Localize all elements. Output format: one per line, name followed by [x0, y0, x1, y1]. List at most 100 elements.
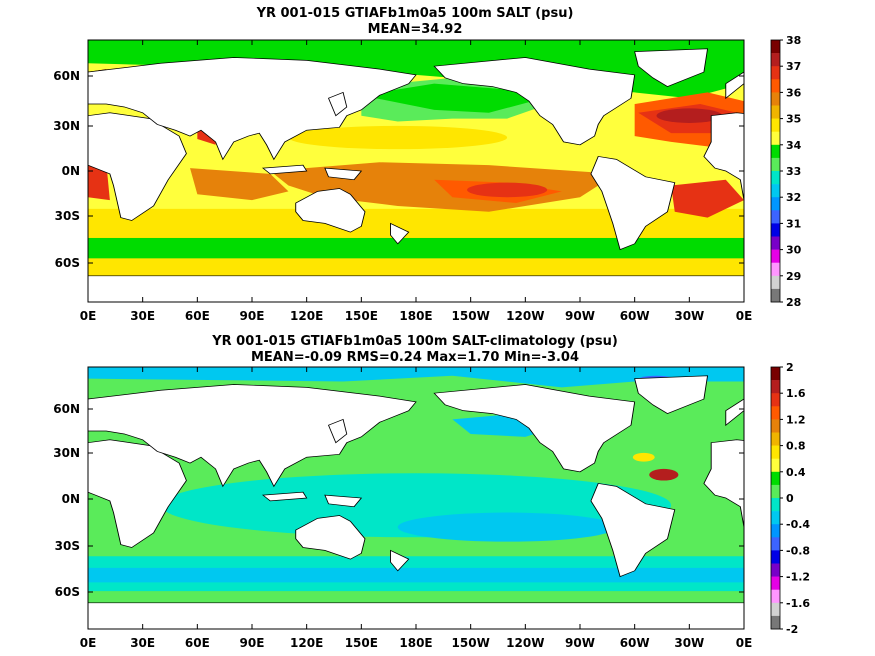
- colorbar-segment: [771, 66, 780, 80]
- colorbar-label: -1.2: [786, 571, 810, 584]
- colorbar-label: 34: [786, 139, 802, 152]
- chart-subtitle: MEAN=34.92: [368, 22, 463, 37]
- y-axis-ticks: 60N 30N 0N 30S 60S: [53, 402, 744, 599]
- x-tick-label: 150W: [452, 309, 490, 323]
- x-tick-label: 90E: [240, 309, 265, 323]
- y-axis-ticks: 60N 30N 0N 30S 60S: [53, 69, 744, 270]
- colorbar-segment: [771, 184, 780, 198]
- colorbar-label: 32: [786, 191, 801, 204]
- x-tick-label: 120E: [290, 309, 323, 323]
- colorbar-segment: [771, 471, 780, 486]
- colorbar-segment: [771, 210, 780, 224]
- colorbar-segment: [771, 550, 780, 564]
- colorbar-label: 0.8: [786, 440, 806, 453]
- colorbar-segment: [771, 131, 780, 146]
- x-tick-label: 150E: [345, 636, 378, 650]
- colorbar-segment: [771, 288, 780, 303]
- colorbar-label: -0.4: [786, 518, 810, 531]
- colorbar-label: 1.6: [786, 387, 806, 400]
- x-tick-label: 120W: [506, 636, 544, 650]
- colorbar-label: 33: [786, 165, 801, 178]
- colorbar-segment: [771, 197, 780, 211]
- colorbar: 38 37 36 35 34 33 32 31 30 29 28: [770, 34, 802, 309]
- colorbar-segment: [771, 406, 780, 420]
- x-tick-label: 150W: [452, 636, 490, 650]
- x-tick-label: 180E: [399, 636, 432, 650]
- colorbar-segment: [771, 249, 780, 263]
- y-tick-label: 30N: [53, 446, 80, 460]
- colorbar-segment: [771, 589, 780, 604]
- colorbar-label: 29: [786, 270, 801, 283]
- x-tick-label: 90W: [565, 309, 595, 323]
- colorbar-segment: [771, 118, 780, 132]
- colorbar-label: 0.4: [786, 466, 806, 479]
- colorbar-label: 38: [786, 34, 801, 47]
- colorbar-segment: [771, 576, 780, 590]
- x-tick-label: 60E: [185, 309, 210, 323]
- colorbar-segment: [771, 171, 780, 185]
- x-tick-label: 60E: [185, 636, 210, 650]
- colorbar-segment: [771, 105, 780, 119]
- x-tick-label: 30E: [130, 309, 155, 323]
- x-axis-ticks: 0E 30E 60E 90E 120E 150E 180E 150W 120W 90W 60W 30W…: [80, 367, 752, 650]
- y-tick-label: 0N: [62, 164, 80, 178]
- colorbar-segment: [771, 537, 780, 551]
- colorbar-segment: [771, 602, 780, 617]
- colorbar-label: 1.2: [786, 413, 806, 426]
- x-axis-ticks: 0E 30E 60E 90E 120E 150E 180E 150W 120W 90W 60W 30W…: [80, 40, 753, 323]
- y-tick-label: 30S: [55, 539, 80, 553]
- colorbar-label: 37: [786, 60, 801, 73]
- y-tick-label: 30N: [53, 119, 80, 133]
- colorbar-segment: [771, 275, 780, 290]
- x-tick-label: 60W: [620, 309, 650, 323]
- colorbar-segment: [771, 458, 780, 473]
- chart-title: YR 001-015 GTIAFb1m0a5 100m SALT (psu): [256, 6, 574, 21]
- colorbar-segment: [771, 262, 780, 277]
- colorbar-segment: [771, 79, 780, 93]
- colorbar-label: -1.6: [786, 597, 810, 610]
- colorbar-segment: [771, 223, 780, 237]
- colorbar-segment: [771, 92, 780, 106]
- colorbar-segment: [771, 484, 780, 499]
- colorbar-label: 0: [786, 492, 794, 505]
- chart-title: YR 001-015 GTIAFb1m0a5 100m SALT-climato…: [211, 334, 618, 349]
- colorbar: 2 1.6 1.2 0.8 0.4 0 -0.4 -0.8 -1.2 -1.6 -2: [770, 361, 810, 636]
- colorbar-segment: [771, 419, 780, 433]
- colorbar-label: -2: [786, 623, 798, 636]
- y-tick-label: 60N: [53, 402, 80, 416]
- colorbar-label: -0.8: [786, 544, 810, 557]
- salinity-map: [88, 40, 744, 302]
- colorbar-label: 2: [786, 361, 794, 374]
- anomaly-map: [88, 367, 744, 629]
- y-tick-label: 60N: [53, 69, 80, 83]
- y-tick-label: 60S: [55, 256, 80, 270]
- x-tick-label: 30W: [674, 636, 704, 650]
- x-tick-label: 120E: [290, 636, 323, 650]
- colorbar-segment: [771, 40, 780, 54]
- x-tick-label: 0E: [736, 309, 753, 323]
- colorbar-label: 31: [786, 217, 801, 230]
- colorbar-segment: [771, 367, 780, 381]
- y-tick-label: 30S: [55, 209, 80, 223]
- x-tick-label: 60W: [620, 636, 650, 650]
- colorbar-label: 30: [786, 244, 802, 257]
- x-tick-label: 150E: [345, 309, 378, 323]
- colorbar-segment: [771, 157, 780, 172]
- colorbar-segment: [771, 524, 780, 538]
- colorbar-segment: [771, 144, 780, 159]
- x-tick-label: 0E: [80, 309, 97, 323]
- colorbar-label: 35: [786, 113, 801, 126]
- colorbar-label: 28: [786, 296, 801, 309]
- colorbar-segment: [771, 615, 780, 630]
- colorbar-segment: [771, 445, 780, 459]
- x-tick-label: 180E: [399, 309, 432, 323]
- x-tick-label: 30E: [130, 636, 155, 650]
- y-tick-label: 60S: [55, 585, 80, 599]
- colorbar-segment: [771, 498, 780, 512]
- colorbar-segment: [771, 393, 780, 407]
- x-tick-label: 0E: [80, 636, 97, 650]
- colorbar-label: 36: [786, 86, 802, 99]
- x-tick-label: 120W: [506, 309, 544, 323]
- colorbar-segment: [771, 53, 780, 67]
